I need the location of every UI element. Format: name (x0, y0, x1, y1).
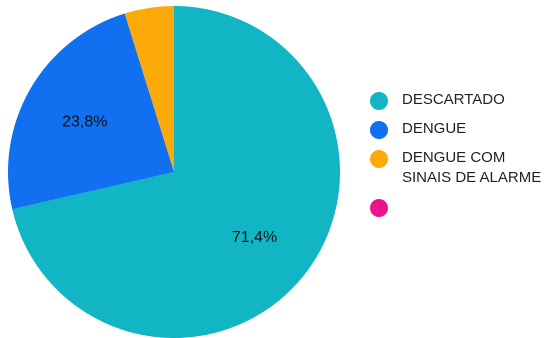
pie-slice-2[interactable] (124, 6, 174, 172)
pie-slice-label-0: 71,4% (232, 229, 277, 246)
legend-swatch-descartado (370, 92, 388, 110)
legend-swatch-dengue-com-sinais (370, 150, 388, 168)
pie-slice-label-1: 23,8% (62, 114, 107, 131)
pie-plot: 71,4% 23,8% (8, 6, 341, 338)
legend-item-dengue-com-sinais[interactable]: DENGUE COM SINAIS DE ALARME (370, 148, 544, 188)
pie-slice-0[interactable] (12, 6, 341, 338)
legend-item-unlabeled[interactable] (370, 197, 544, 217)
legend-label-dengue: DENGUE (402, 120, 467, 137)
legend-swatch-unlabeled (370, 199, 388, 217)
pie-slice-1[interactable] (8, 13, 174, 210)
legend-item-dengue[interactable]: DENGUE (370, 119, 544, 139)
legend-item-descartado[interactable]: DESCARTADO (370, 90, 544, 110)
legend-label-dengue-com-sinais: DENGUE COM SINAIS DE ALARME (402, 149, 542, 186)
chart-legend: DESCARTADO DENGUE DENGUE COM SINAIS DE A… (370, 90, 544, 226)
legend-label-descartado: DESCARTADO (402, 91, 505, 108)
legend-swatch-dengue (370, 121, 388, 139)
